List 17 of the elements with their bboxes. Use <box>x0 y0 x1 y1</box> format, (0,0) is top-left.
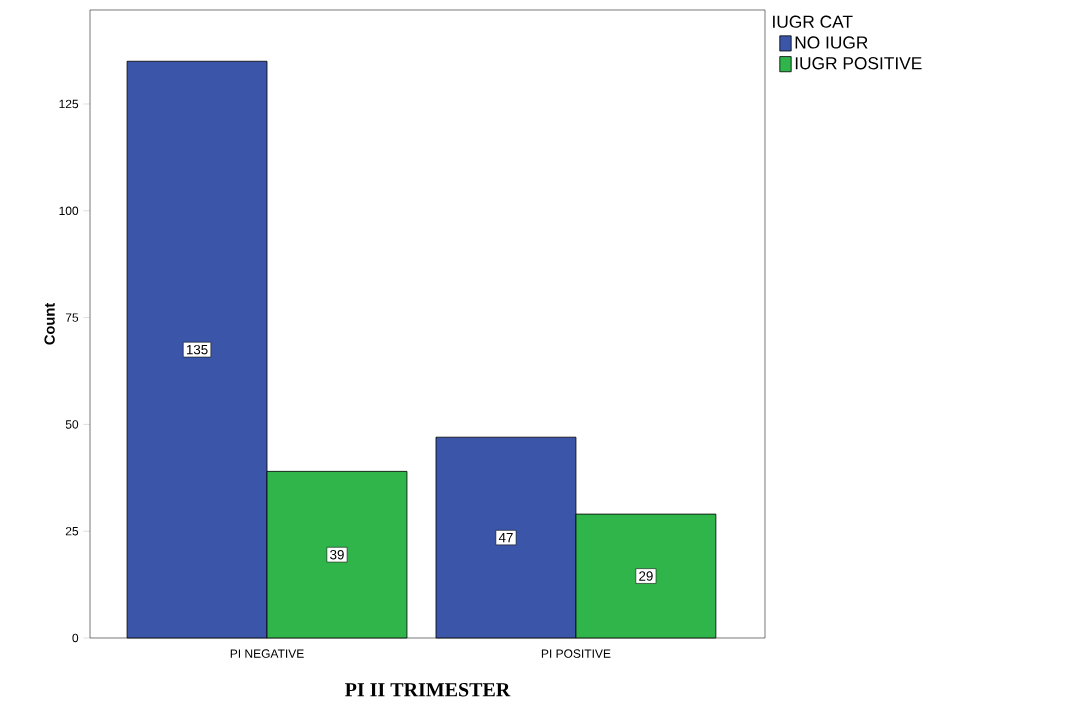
y-tick-label: 100 <box>59 206 79 216</box>
data-label: 29 <box>639 571 653 581</box>
x-tick-label: PI NEGATIVE <box>230 649 304 658</box>
legend-label: IUGR POSITIVE <box>795 57 922 70</box>
data-label: 135 <box>186 344 208 355</box>
legend-label: NO IUGR <box>795 36 868 49</box>
y-tick-label: 0 <box>72 633 79 643</box>
data-label: 47 <box>498 533 513 543</box>
y-tick-label: 25 <box>65 526 79 536</box>
y-tick-label: 125 <box>59 99 79 109</box>
y-axis-title: Count <box>44 302 55 345</box>
y-tick-label: 50 <box>65 420 79 429</box>
x-axis-title: PI II TRIMESTER <box>345 683 511 697</box>
x-tick-label: PI POSITIVE <box>541 649 611 658</box>
y-tick-label: 75 <box>65 313 79 322</box>
legend-title: IUGR CAT <box>773 15 853 28</box>
data-label: 39 <box>330 549 344 560</box>
